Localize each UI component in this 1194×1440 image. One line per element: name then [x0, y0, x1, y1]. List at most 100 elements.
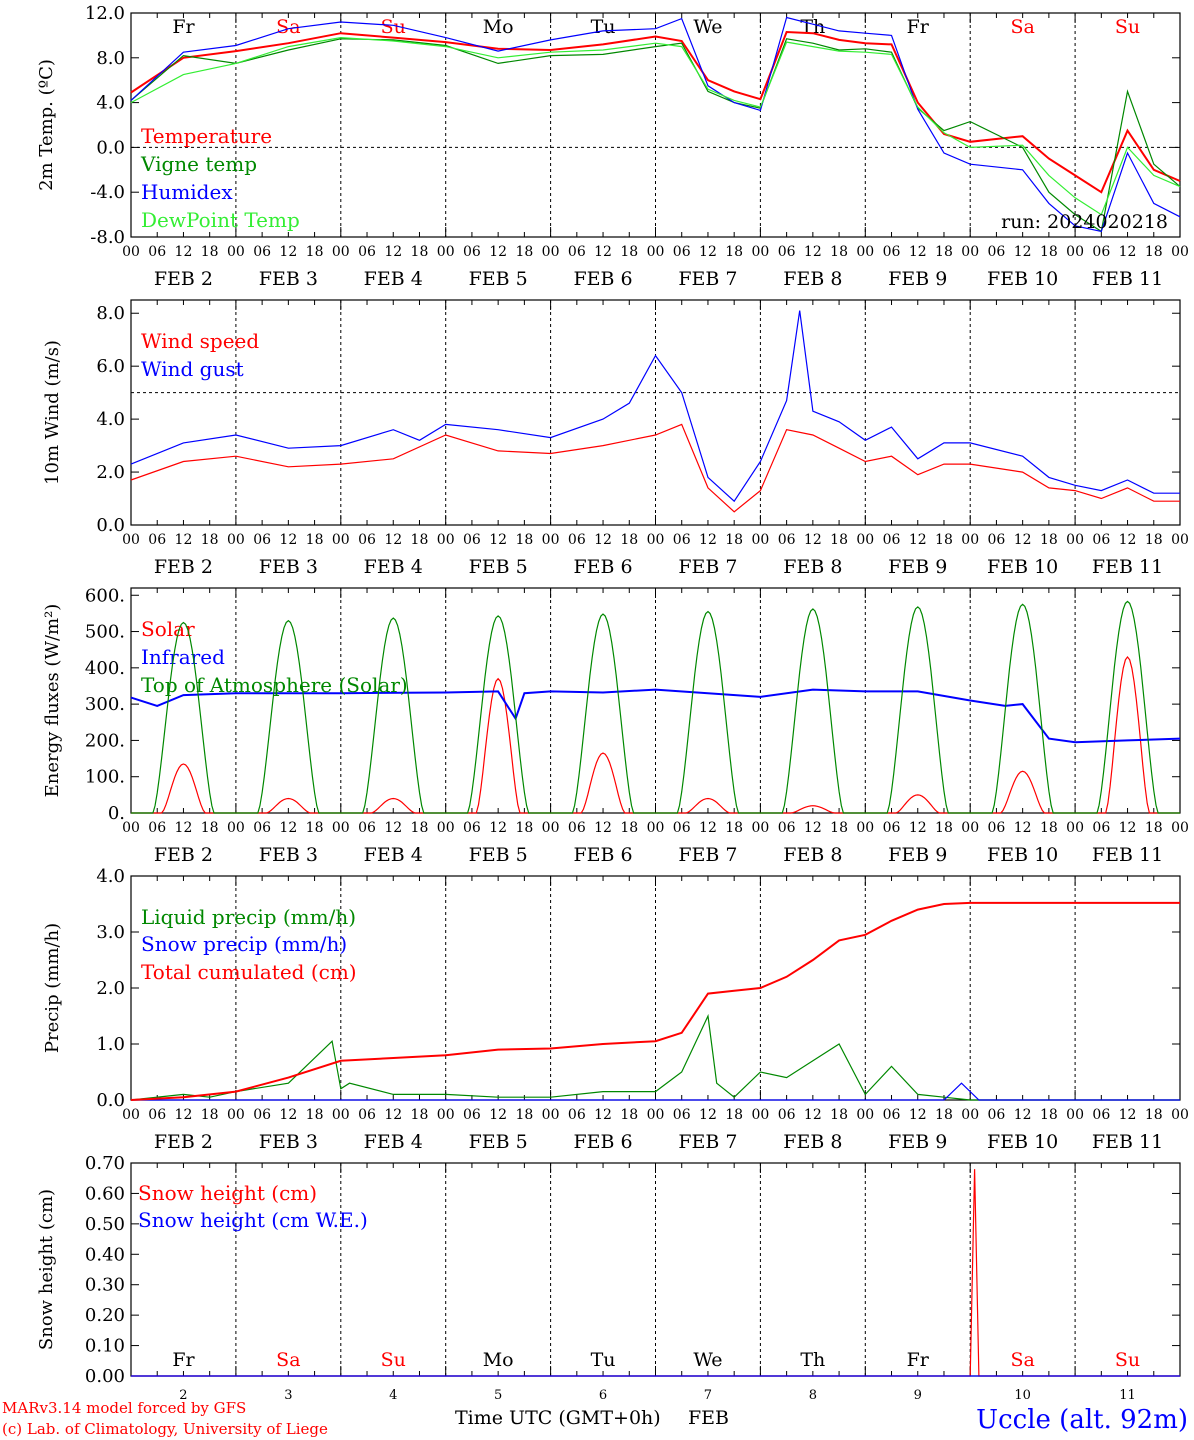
x-day-number: 11: [1119, 1388, 1136, 1403]
x-hour-label: 12: [1119, 244, 1137, 260]
x-hour-label: 06: [988, 1107, 1006, 1123]
x-day-number: 7: [704, 1388, 712, 1403]
x-date-label: FEB 2: [154, 844, 213, 866]
x-hour-label: 12: [384, 244, 402, 260]
y-tick-label: 6.0: [96, 356, 125, 377]
x-hour-label: 12: [1014, 1107, 1032, 1123]
y-tick-label: 4.0: [96, 866, 125, 887]
x-hour-label: 12: [699, 244, 717, 260]
y-tick-label: 3.0: [96, 922, 125, 943]
x-date-label: FEB 7: [678, 268, 737, 290]
x-hour-label: 18: [935, 532, 953, 548]
y-tick-label: 8.0: [96, 303, 125, 324]
x-date-label: FEB 7: [678, 556, 737, 578]
x-hour-label: 18: [515, 1107, 533, 1123]
x-hour-label: 06: [148, 1107, 166, 1123]
x-hour-label: 06: [253, 532, 271, 548]
x-hour-label: 18: [306, 820, 324, 836]
y-axis-label: Snow height (cm): [36, 1189, 57, 1350]
x-date-label: FEB 6: [573, 556, 632, 578]
x-hour-label: 12: [1014, 820, 1032, 836]
x-hour-label: 12: [804, 1107, 822, 1123]
x-date-label: FEB 8: [783, 268, 842, 290]
x-hour-label: 06: [778, 820, 796, 836]
day-name-label: Su: [381, 1349, 406, 1371]
x-hour-label: 18: [830, 820, 848, 836]
x-hour-label: 12: [909, 1107, 927, 1123]
day-name-label: Mo: [483, 16, 514, 38]
x-hour-label: 00: [1066, 532, 1084, 548]
legend-entry: Snow height (cm): [138, 1181, 317, 1205]
x-date-label: FEB 10: [987, 1131, 1058, 1153]
day-name-label: Sa: [1010, 16, 1034, 38]
x-hour-label: 00: [227, 244, 245, 260]
x-hour-label: 06: [463, 532, 481, 548]
x-hour-label: 00: [1066, 1107, 1084, 1123]
x-hour-label: 00: [1171, 244, 1189, 260]
day-name-label: Fr: [172, 1349, 195, 1371]
x-hour-label: 12: [594, 244, 612, 260]
x-day-number: 3: [284, 1388, 292, 1403]
x-hour-label: 06: [1092, 1107, 1110, 1123]
x-hour-label: 06: [673, 820, 691, 836]
legend-entry: Snow height (cm W.E.): [138, 1208, 368, 1232]
x-date-label: FEB 2: [154, 556, 213, 578]
x-date-label: FEB 9: [888, 1131, 947, 1153]
x-hour-label: 00: [332, 532, 350, 548]
legend-entry: Liquid precip (mm/h): [141, 905, 356, 929]
x-hour-label: 12: [384, 1107, 402, 1123]
x-hour-label: 00: [542, 820, 560, 836]
x-day-number: 9: [914, 1388, 922, 1403]
y-axis-label: Precip (mm/h): [42, 923, 63, 1053]
x-date-label: FEB 4: [364, 1131, 423, 1153]
x-hour-label: 00: [856, 244, 874, 260]
x-hour-label: 00: [1171, 820, 1189, 836]
day-name-label: Fr: [907, 16, 930, 38]
x-hour-label: 12: [489, 532, 507, 548]
y-tick-label: 0.40: [85, 1244, 125, 1265]
x-hour-label: 00: [961, 820, 979, 836]
station-label: Uccle (alt. 92m): [976, 1405, 1188, 1435]
x-hour-label: 06: [883, 532, 901, 548]
series-line: [130, 16, 1181, 233]
legend-entry: Solar: [141, 617, 195, 641]
x-hour-label: 00: [751, 244, 769, 260]
x-hour-label: 06: [778, 1107, 796, 1123]
x-hour-label: 12: [279, 820, 297, 836]
day-name-label: Su: [1115, 1349, 1140, 1371]
x-hour-label: 18: [725, 244, 743, 260]
x-hour-label: 00: [647, 820, 665, 836]
y-tick-label: 500.: [85, 622, 125, 643]
x-hour-label: 18: [935, 820, 953, 836]
x-day-number: 6: [599, 1388, 607, 1403]
x-hour-label: 00: [122, 532, 140, 548]
legend-entry: DewPoint Temp: [141, 208, 300, 232]
x-hour-label: 00: [751, 1107, 769, 1123]
y-tick-label: 0.30: [85, 1275, 125, 1296]
x-hour-label: 06: [778, 532, 796, 548]
x-date-label: FEB 4: [364, 844, 423, 866]
y-tick-label: 0.50: [85, 1214, 125, 1235]
panel-3: 0. 100. 200. 300. 400. 500. 600. Energy fluxes …: [42, 585, 1189, 866]
day-name-label: Fr: [907, 1349, 930, 1371]
x-hour-label: 06: [883, 244, 901, 260]
series-line: [130, 423, 1180, 513]
x-hour-label: 06: [253, 1107, 271, 1123]
day-name-label: Fr: [172, 16, 195, 38]
series-line: [130, 901, 1180, 1101]
x-hour-label: 00: [856, 1107, 874, 1123]
x-date-label: FEB 3: [259, 844, 318, 866]
x-hour-label: 18: [201, 532, 219, 548]
x-hour-label: 12: [279, 244, 297, 260]
x-hour-label: 18: [1040, 1107, 1058, 1123]
y-tick-label: 0.0: [96, 137, 125, 158]
x-hour-label: 12: [699, 820, 717, 836]
plot-frame: [130, 299, 1181, 526]
legend-entry: Wind speed: [141, 329, 259, 353]
x-hour-label: 18: [411, 532, 429, 548]
x-hour-label: 12: [279, 532, 297, 548]
x-hour-label: 18: [620, 1107, 638, 1123]
x-hour-label: 12: [909, 820, 927, 836]
x-hour-label: 00: [1171, 1107, 1189, 1123]
x-hour-label: 00: [647, 244, 665, 260]
